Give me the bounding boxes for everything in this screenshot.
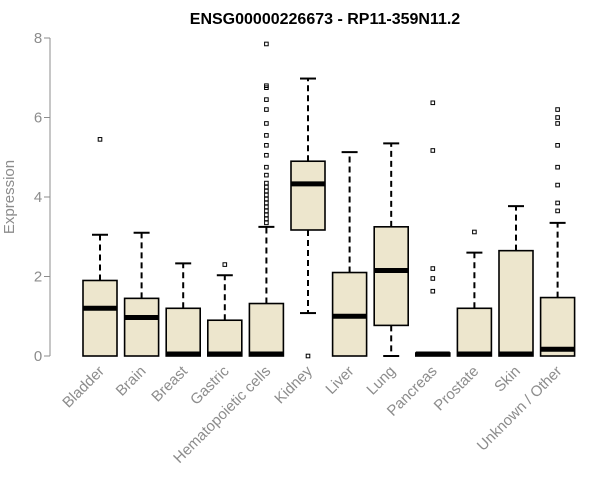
box-iqr xyxy=(290,160,326,231)
outlier-point xyxy=(222,262,228,267)
y-tick-label: 0 xyxy=(34,348,42,365)
box-iqr xyxy=(456,307,493,357)
outlier-point xyxy=(264,184,269,190)
box-iqr xyxy=(82,279,118,357)
outlier-point xyxy=(264,204,269,210)
outlier-point xyxy=(264,172,269,178)
outlier-point xyxy=(264,164,269,170)
outlier-point xyxy=(555,208,560,214)
outlier-point xyxy=(264,216,269,222)
x-tick-label: Lung xyxy=(363,363,399,399)
x-tick-label: Bladder xyxy=(59,363,108,412)
outlier-point xyxy=(264,152,269,158)
x-tick-label: Kidney xyxy=(271,362,316,407)
box-iqr xyxy=(123,297,160,357)
outlier-point xyxy=(264,143,269,148)
box-group xyxy=(123,231,160,357)
box-iqr xyxy=(498,249,534,357)
outlier-point xyxy=(264,196,269,202)
outlier-point xyxy=(555,115,560,120)
chart-title: ENSG00000226673 - RP11-359N11.2 xyxy=(190,11,461,28)
box-group xyxy=(331,151,368,357)
outlier-point xyxy=(430,266,436,271)
outlier-point xyxy=(264,188,269,194)
box-iqr xyxy=(248,302,285,357)
y-tick-label: 6 xyxy=(34,110,42,127)
box-group xyxy=(456,229,493,357)
outlier-point xyxy=(555,182,560,188)
box-iqr xyxy=(539,296,576,357)
outlier-point xyxy=(472,229,477,235)
x-tick-label: Liver xyxy=(322,363,357,398)
outlier-point xyxy=(264,41,269,47)
box-iqr xyxy=(207,319,243,357)
y-tick-label: 2 xyxy=(34,269,42,286)
box-group xyxy=(248,41,285,357)
outlier-point xyxy=(555,200,560,206)
outlier-point xyxy=(264,107,269,112)
x-tick-label: Skin xyxy=(491,363,524,396)
outlier-point xyxy=(97,137,103,142)
box-group xyxy=(414,100,451,357)
box-series xyxy=(82,41,576,359)
outlier-point xyxy=(264,121,269,126)
outlier-point xyxy=(264,200,269,206)
box-group xyxy=(539,107,576,357)
box-group xyxy=(207,262,243,357)
outlier-point xyxy=(555,107,560,112)
x-tick-label: Prostate xyxy=(431,363,483,415)
x-tick-label: Brain xyxy=(113,363,150,400)
outlier-point xyxy=(430,276,436,281)
outlier-point xyxy=(555,143,560,148)
outlier-point xyxy=(305,353,311,359)
y-axis-label: Expression xyxy=(1,160,18,234)
box-iqr xyxy=(373,226,410,327)
y-tick-label: 4 xyxy=(34,189,42,206)
outlier-point xyxy=(555,121,560,126)
outlier-point xyxy=(555,164,560,170)
y-tick-label: 8 xyxy=(34,30,42,47)
outlier-point xyxy=(264,97,269,102)
outlier-point xyxy=(264,83,269,89)
outlier-point xyxy=(264,220,269,226)
outlier-point xyxy=(264,180,269,186)
box-group xyxy=(373,142,410,357)
outlier-point xyxy=(264,212,269,218)
box-group xyxy=(498,205,534,357)
outlier-point xyxy=(264,208,269,214)
outlier-point xyxy=(430,288,436,294)
outlier-point xyxy=(430,100,436,106)
y-axis-ticks: 0 2 4 6 8 xyxy=(34,30,50,365)
box-group xyxy=(82,137,118,357)
outlier-point xyxy=(264,133,269,138)
box-group xyxy=(165,262,201,357)
box-group xyxy=(290,77,326,359)
x-tick-label: Breast xyxy=(148,362,191,405)
outlier-point xyxy=(430,148,436,153)
box-iqr xyxy=(165,307,201,357)
outlier-point xyxy=(264,192,269,198)
